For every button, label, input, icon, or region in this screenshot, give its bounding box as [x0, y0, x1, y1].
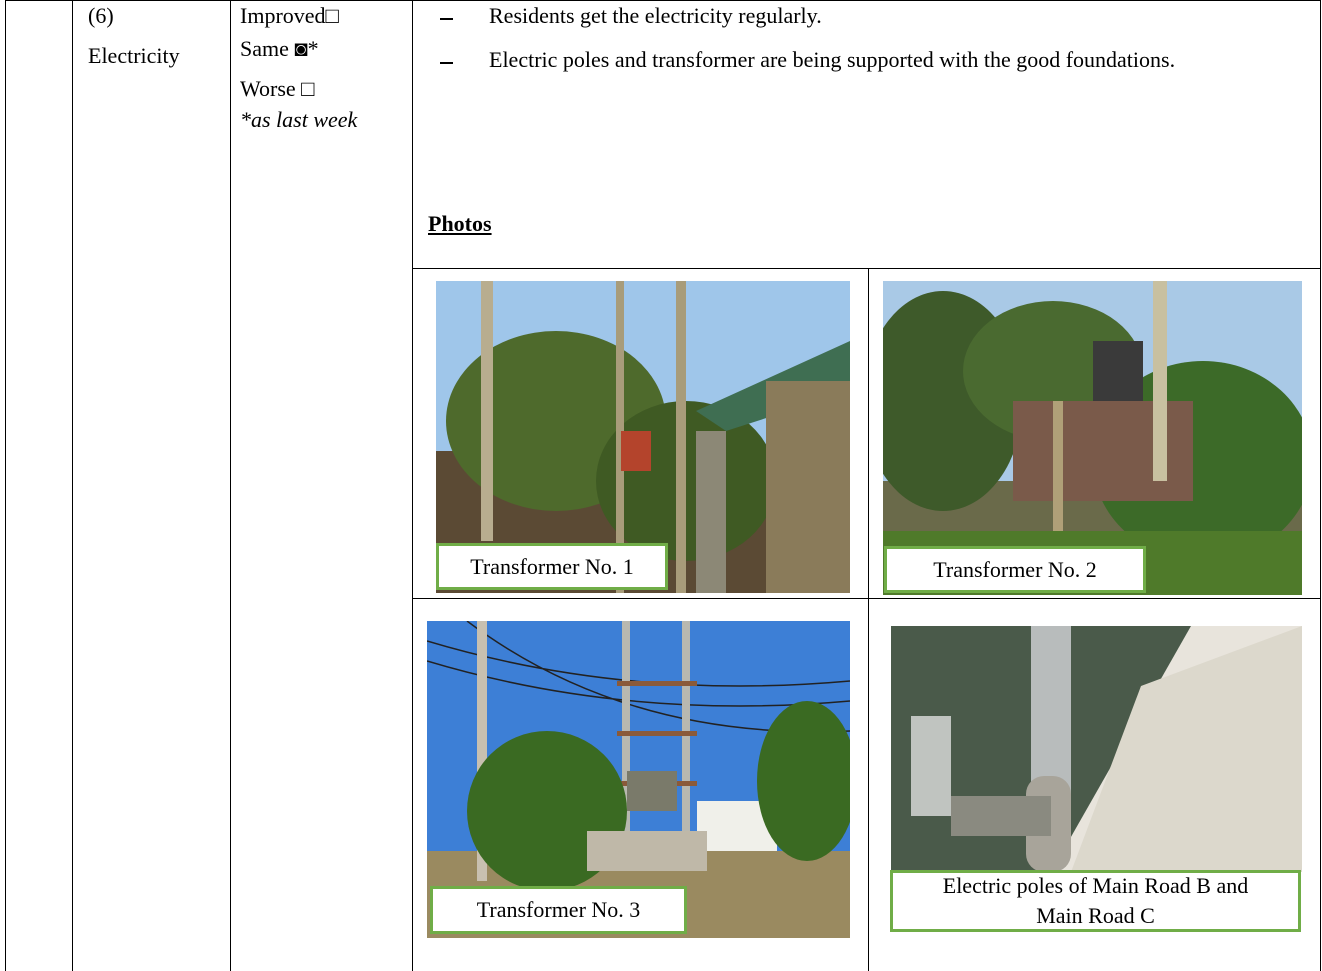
border	[72, 0, 73, 971]
remark: Residents get the electricity regularly.	[489, 3, 822, 28]
photo-scene	[883, 281, 1302, 595]
border	[412, 268, 1321, 269]
photo-scene	[436, 281, 850, 593]
photos-heading: Photos	[428, 211, 492, 236]
border	[5, 0, 1321, 1]
status-note: *as last week	[240, 107, 358, 132]
photo	[436, 281, 850, 593]
border	[412, 0, 413, 971]
remark: Electric poles and transformer are being…	[489, 47, 1176, 72]
photo	[883, 281, 1302, 595]
status-option: Worse □	[240, 76, 315, 101]
bullet	[440, 18, 453, 20]
item: Electricity	[88, 43, 180, 68]
photo-scene	[427, 621, 850, 938]
border	[5, 0, 6, 971]
status-option: Improved□	[240, 3, 339, 28]
photo-caption: Transformer No. 1	[436, 543, 668, 590]
photo	[891, 626, 1302, 872]
photo-caption: Transformer No. 2	[884, 546, 1146, 593]
bullet	[440, 62, 453, 64]
photo-scene	[891, 626, 1302, 872]
number: (6)	[88, 3, 114, 28]
border	[230, 0, 231, 971]
border	[868, 268, 869, 971]
status-option: Same ◙*	[240, 36, 319, 61]
border	[412, 598, 1321, 599]
border	[1320, 0, 1321, 971]
photo-caption: Electric poles of Main Road B and Main R…	[890, 870, 1301, 932]
photo	[427, 621, 850, 938]
photo-caption: Transformer No. 3	[430, 886, 687, 934]
